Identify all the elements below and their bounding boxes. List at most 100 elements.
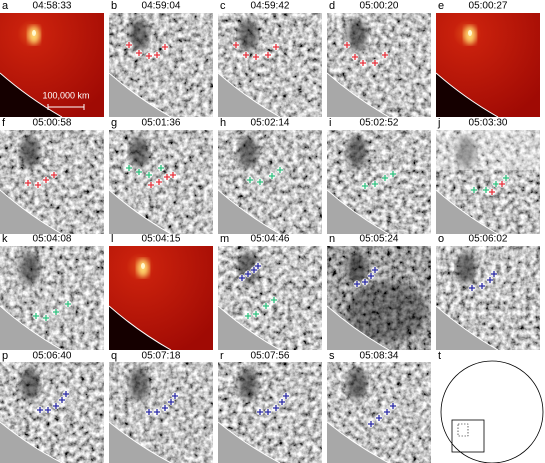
region-box — [457, 423, 469, 437]
panel: 100,000 km — [0, 13, 104, 117]
scale-bar-label: 100,000 km — [42, 90, 89, 100]
off-disk — [109, 190, 171, 234]
sun-disk-outline — [440, 360, 544, 463]
active-region — [456, 252, 476, 284]
marker-cross — [483, 187, 489, 193]
limb — [436, 72, 499, 117]
panel-letter: q — [111, 350, 117, 362]
marker-cross — [146, 409, 152, 415]
marker-cross — [390, 171, 396, 177]
panel-time: 05:02:52 — [360, 118, 399, 129]
marker-cross — [233, 42, 239, 48]
panel — [440, 360, 544, 463]
panel-time: 05:00:58 — [33, 118, 72, 129]
limb — [327, 72, 390, 117]
marker-cross — [489, 189, 495, 195]
active-region — [20, 136, 40, 168]
active-region — [347, 19, 367, 51]
marker-cross — [243, 52, 249, 58]
marker-cross — [51, 172, 57, 178]
panel-letter: h — [220, 117, 226, 129]
marker-cross — [372, 60, 378, 66]
marker-cross — [245, 313, 251, 319]
marker-cross — [362, 279, 368, 285]
marker-cross — [360, 60, 366, 66]
panel-time: 05:06:02 — [469, 234, 508, 245]
marker-cross — [362, 183, 368, 189]
marker-cross — [126, 42, 132, 48]
panel-letter: k — [2, 233, 8, 245]
marker-cross — [168, 399, 174, 405]
panel — [109, 13, 213, 117]
panel-time: 05:04:08 — [33, 234, 72, 245]
panel — [327, 362, 431, 463]
panel-letter: i — [329, 117, 331, 129]
limb — [436, 189, 499, 234]
panel-letter: o — [438, 233, 444, 245]
marker-cross — [372, 267, 378, 273]
marker-cross — [368, 421, 374, 427]
marker-cross — [253, 311, 259, 317]
limb — [109, 72, 172, 117]
panel — [109, 246, 213, 350]
panel-time: 05:07:56 — [251, 351, 290, 362]
limb — [218, 189, 281, 234]
field-of-view — [451, 419, 485, 453]
marker-cross — [487, 277, 493, 283]
marker-cross — [491, 271, 497, 277]
panel-letter: s — [329, 350, 335, 362]
marker-cross — [154, 52, 160, 58]
marker-cross — [43, 177, 49, 183]
marker-cross — [148, 182, 154, 188]
limb — [109, 421, 172, 463]
panel — [436, 13, 540, 117]
marker-cross — [382, 175, 388, 181]
active-region — [129, 368, 149, 400]
marker-cross — [499, 181, 505, 187]
panel-time: 05:00:27 — [469, 1, 508, 12]
limb — [0, 421, 63, 463]
active-region — [129, 136, 149, 168]
panel — [327, 246, 431, 350]
marker-cross — [344, 42, 350, 48]
panel-time: 05:08:34 — [360, 351, 399, 362]
panel-time: 04:59:04 — [142, 1, 181, 12]
panel-letter: c — [220, 0, 226, 12]
marker-cross — [33, 313, 39, 319]
marker-cross — [279, 399, 285, 405]
panel — [109, 130, 213, 234]
marker-cross — [493, 181, 499, 187]
marker-cross — [170, 172, 176, 178]
panel-letter: n — [329, 233, 335, 245]
limb — [327, 189, 390, 234]
panel-letter: p — [2, 350, 8, 362]
panel-time: 04:58:33 — [33, 1, 72, 12]
marker-cross — [257, 179, 263, 185]
marker-cross — [376, 415, 382, 421]
off-disk — [0, 422, 62, 463]
panel-time: 05:04:15 — [142, 234, 181, 245]
marker-cross — [271, 297, 277, 303]
limb — [109, 305, 172, 350]
off-disk — [218, 190, 280, 234]
marker-cross — [253, 54, 259, 60]
panel — [327, 130, 431, 234]
marker-cross — [162, 44, 168, 50]
marker-cross — [59, 397, 65, 403]
marker-cross — [35, 182, 41, 188]
off-disk — [218, 306, 280, 350]
panel-time: 05:03:30 — [469, 118, 508, 129]
marker-cross — [265, 409, 271, 415]
panel-letter: m — [220, 233, 229, 245]
limb — [218, 305, 281, 350]
marker-cross — [164, 174, 170, 180]
panel-letter: f — [2, 117, 6, 129]
panel — [436, 130, 540, 234]
active-region — [238, 368, 258, 400]
limb — [218, 72, 281, 117]
marker-cross — [172, 393, 178, 399]
off-disk — [218, 73, 280, 117]
marker-cross — [126, 165, 132, 171]
marker-cross — [273, 44, 279, 50]
